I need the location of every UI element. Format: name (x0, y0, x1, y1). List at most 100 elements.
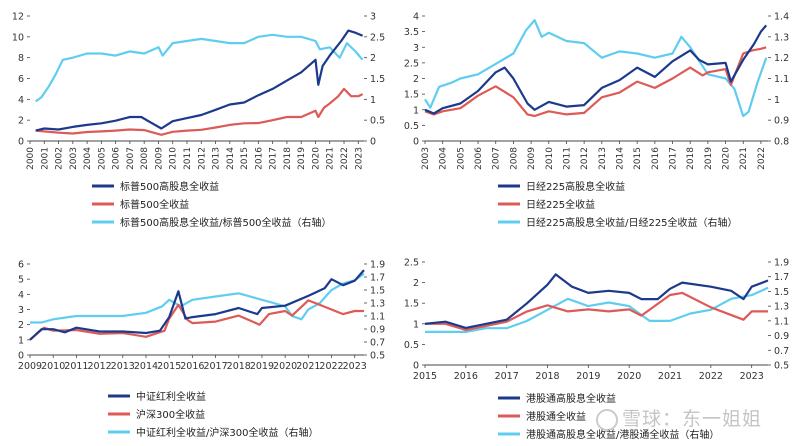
x-tick-label: 2022 (699, 371, 723, 382)
legend-label: 标普500全收益 (120, 198, 189, 211)
x-tick-label: 2012 (87, 361, 111, 372)
y-left-tick-label: 4 (18, 95, 24, 106)
y-right-tick-label: 2 (370, 53, 376, 64)
x-tick-label: 2009 (154, 147, 164, 170)
series-line-2 (29, 299, 364, 341)
y-right-tick-label: 1.9 (370, 260, 385, 271)
y-right-tick-label: 1.3 (370, 299, 385, 310)
x-tick-label: 2003 (69, 147, 79, 170)
y-right-tick-label: 1.3 (774, 32, 789, 43)
x-tick-label: 2005 (97, 147, 107, 170)
x-tick-label: 2008 (140, 147, 150, 170)
series-line-1 (424, 273, 769, 329)
x-tick-label: 2010 (169, 147, 179, 170)
y-left-tick-label: 10 (12, 32, 24, 43)
x-tick-label: 2018 (686, 147, 696, 170)
chart-4: 0 0.5 1 1.5 2 2.5 0.5 0.7 0.9 1.1 1.3 1.5 1.7 1.9 2015… (404, 258, 789, 442)
x-tick-label: 2017 (495, 371, 519, 382)
x-tick-label: 2009 (527, 147, 537, 170)
x-tick-label: 2023 (354, 147, 364, 170)
x-tick-label: 2000 (26, 147, 36, 170)
y-right-tick-label: 1.7 (370, 273, 385, 284)
x-tick-label: 2006 (112, 147, 122, 170)
x-tick-label: 2019 (297, 147, 307, 170)
x-tick-label: 2021 (739, 147, 749, 170)
y-right-tick-label: 0.8 (774, 137, 789, 148)
x-tick-label: 2020 (617, 371, 641, 382)
y-left-tick-label: 2.5 (404, 258, 419, 269)
x-tick-label: 2013 (111, 361, 135, 372)
y-right-tick-label: 1.7 (774, 272, 789, 283)
x-tick-label: 2020 (311, 147, 321, 170)
y-right-tick-label: 0.7 (370, 338, 385, 349)
x-tick-label: 2016 (254, 147, 264, 170)
y-left-tick-label: 1.5 (404, 299, 419, 310)
x-tick-label: 2009 (18, 361, 42, 372)
x-tick-label: 2007 (126, 147, 136, 170)
x-tick-label: 2011 (64, 361, 88, 372)
chart-1: 0 2 4 6 8 10 12 0 0.5 1 1.5 2 2.5 3 2000 2001 2002 2003 20… (12, 12, 385, 230)
series-line-2 (424, 46, 767, 118)
y-right-tick-label: 1.4 (774, 12, 789, 23)
legend-label: 中证红利全收益/沪深300全收益（右轴） (136, 426, 318, 439)
y-left-tick-label: 2.5 (404, 58, 419, 69)
x-tick-label: 2015 (633, 147, 643, 170)
series-line-3 (35, 33, 364, 103)
x-tick-label: 2014 (134, 361, 158, 372)
x-tick-label: 2016 (180, 361, 204, 372)
legend-label: 港股通高股息全收益 (526, 392, 616, 405)
y-right-tick-label: 0.7 (774, 346, 789, 357)
y-left-tick-label: 1 (413, 105, 419, 116)
watermark: 雪球：东一姐姐 (596, 404, 762, 431)
y-left-tick-label: 0 (18, 351, 24, 362)
y-left-tick-label: 1 (413, 319, 419, 330)
legend-label: 标普500高股息全收益 (120, 180, 219, 193)
x-tick-label: 2015 (240, 147, 250, 170)
x-tick-label: 2016 (454, 371, 478, 382)
series-line-1 (424, 24, 768, 115)
y-left-tick-label: 0 (413, 361, 419, 372)
y-left-tick-label: 2 (413, 278, 419, 289)
chart-2: 0 0.5 1 1.5 2 2.5 3 3.5 4 0.8 0.9 1 1.1 1.2 1.3 1.4 2003… (404, 12, 789, 230)
y-left-tick-label: 5 (18, 275, 24, 286)
x-tick-label: 2012 (580, 147, 590, 170)
y-right-tick-label: 0.9 (774, 331, 789, 342)
x-tick-label: 2017 (269, 147, 279, 170)
x-tick-label: 2005 (456, 147, 466, 170)
y-left-tick-label: 12 (12, 12, 24, 23)
y-left-tick-label: 6 (18, 260, 24, 271)
y-right-tick-label: 1.9 (774, 258, 789, 269)
x-tick-label: 2019 (704, 147, 714, 170)
y-left-tick-label: 6 (18, 74, 24, 85)
y-right-tick-label: 0.9 (774, 116, 789, 127)
x-tick-label: 2014 (226, 147, 236, 170)
y-right-tick-label: 0.5 (774, 361, 789, 372)
x-tick-label: 2004 (439, 147, 449, 170)
y-left-tick-label: 1 (18, 335, 24, 346)
x-tick-label: 2021 (658, 371, 682, 382)
x-tick-label: 2002 (55, 147, 65, 170)
y-right-tick-label: 3 (370, 12, 376, 23)
y-left-tick-label: 2 (18, 320, 24, 331)
x-tick-label: 2011 (562, 147, 572, 170)
legend-label: 日经225高股息全收益 (526, 180, 625, 193)
series-line-3 (30, 272, 365, 324)
y-left-tick-label: 3 (413, 43, 419, 54)
x-tick-label: 2018 (227, 361, 251, 372)
x-tick-label: 2020 (722, 147, 732, 170)
y-left-tick-label: 0 (413, 137, 419, 148)
x-tick-label: 2006 (474, 147, 484, 170)
watermark-text: 雪球：东一姐姐 (622, 408, 763, 430)
x-tick-label: 2008 (509, 147, 519, 170)
x-tick-label: 2011 (183, 147, 193, 170)
y-left-tick-label: 2 (18, 116, 24, 127)
x-tick-label: 2022 (319, 361, 343, 372)
y-left-tick-label: 4 (413, 12, 419, 23)
x-tick-label: 2004 (83, 147, 93, 170)
x-tick-label: 2021 (296, 361, 320, 372)
y-right-tick-label: 1.5 (370, 74, 385, 85)
x-tick-label: 2017 (669, 147, 679, 170)
x-tick-label: 2019 (576, 371, 600, 382)
